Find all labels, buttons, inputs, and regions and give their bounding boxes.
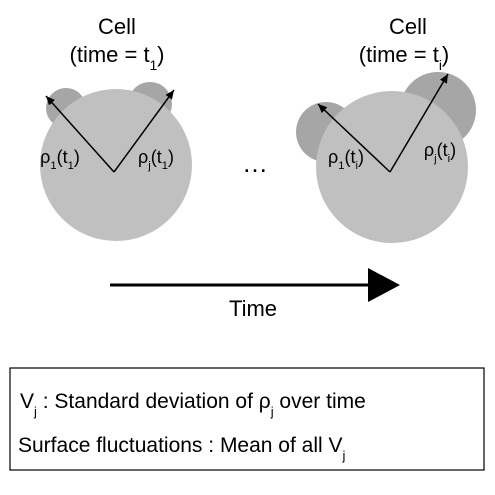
- cell-title: Cell: [98, 14, 136, 39]
- legend-line: Vj : Standard deviation of ρj over time: [20, 390, 366, 419]
- subscript: j: [33, 404, 37, 419]
- legend-box: [9, 367, 485, 471]
- radius-arrow: [45, 95, 115, 173]
- cell-body: [316, 91, 468, 243]
- time-axis-label: Time: [229, 296, 277, 321]
- radius-arrow: [317, 103, 391, 173]
- text-segment: Surface fluctuations : Mean of all V: [18, 434, 343, 457]
- subscript: j: [342, 448, 346, 463]
- legend-line: Surface fluctuations : Mean of all Vj: [18, 434, 346, 463]
- subscript: 1: [162, 160, 168, 172]
- text-segment: V: [20, 390, 34, 413]
- radius-label: ρ1(ti): [328, 147, 364, 172]
- subscript: i: [448, 153, 450, 165]
- text-segment: (t: [344, 147, 355, 167]
- text-segment: Time: [229, 296, 277, 321]
- text-segment: (t: [57, 147, 68, 167]
- radius-label: ρj(ti): [424, 140, 456, 165]
- radius-label: ρj(t1): [138, 147, 174, 172]
- text-segment: ): [442, 42, 449, 67]
- subscript: j: [270, 404, 274, 419]
- subscript: 1: [150, 58, 158, 73]
- cell-body: [40, 89, 192, 241]
- text-segment: ρ: [138, 147, 148, 167]
- text-segment: ): [450, 140, 456, 160]
- text-segment: ): [157, 42, 164, 67]
- text-segment: (time = t: [359, 42, 439, 67]
- time-label: (time = t1): [70, 42, 165, 73]
- ellipsis: …: [242, 148, 268, 178]
- text-segment: ρ: [328, 147, 338, 167]
- text-segment: …: [242, 148, 268, 178]
- subscript: j: [147, 160, 150, 172]
- text-segment: : Standard deviation of: [37, 390, 259, 413]
- text-segment: Cell: [98, 14, 136, 39]
- text-segment: (t: [437, 140, 448, 160]
- time-arrowhead: [368, 268, 400, 302]
- radius-arrow: [113, 89, 175, 173]
- cell-title: Cell: [389, 14, 427, 39]
- text-segment: over time: [274, 390, 366, 413]
- text-segment: ρ: [259, 390, 271, 413]
- subscript: 1: [68, 160, 74, 172]
- text-segment: (t: [151, 147, 162, 167]
- subscript: i: [439, 58, 442, 73]
- subscript: 1: [50, 160, 56, 172]
- subscript: 1: [338, 160, 344, 172]
- text-segment: ): [358, 147, 364, 167]
- time-label: (time = ti): [359, 42, 449, 73]
- text-segment: ρ: [424, 140, 434, 160]
- text-segment: (time = t: [70, 42, 150, 67]
- text-segment: Cell: [389, 14, 427, 39]
- subscript: i: [355, 160, 357, 172]
- text-segment: ): [168, 147, 174, 167]
- text-segment: ρ: [40, 147, 50, 167]
- radius-arrow: [389, 73, 449, 173]
- radius-label: ρ1(t1): [40, 147, 80, 172]
- subscript: j: [433, 153, 436, 165]
- text-segment: ): [74, 147, 80, 167]
